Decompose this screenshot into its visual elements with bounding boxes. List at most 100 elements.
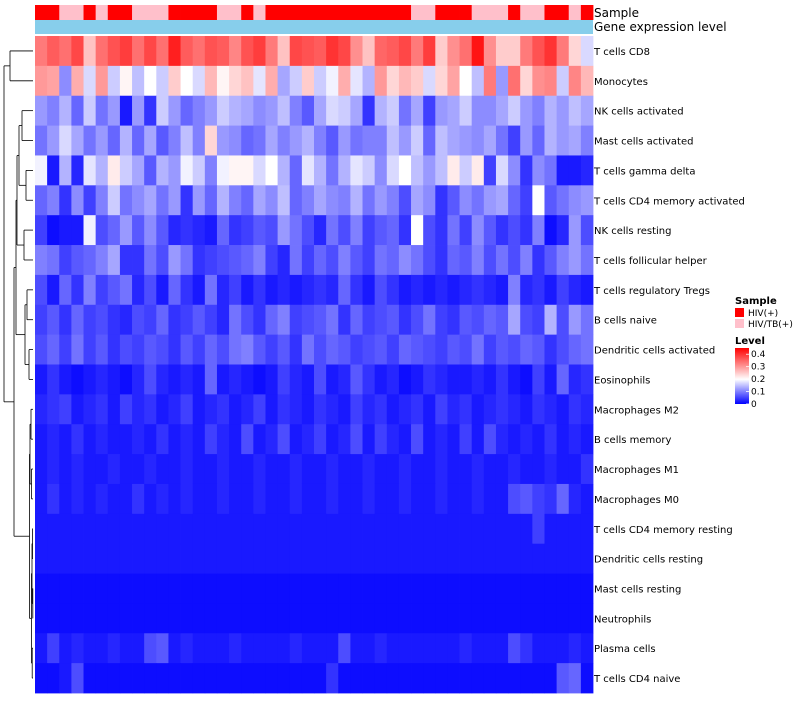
heatmap-cell [71,513,84,545]
heatmap-cell [119,155,133,186]
heatmap-cell [132,633,145,664]
heatmap-cell [59,603,72,634]
heatmap-cell [471,245,485,276]
heatmap-cell [241,543,254,574]
heatmap-cell [289,245,303,276]
heatmap-cell [556,334,570,365]
heatmap-cell [520,215,533,246]
heatmap-cell [95,424,109,455]
sample-annotation-cell [95,5,109,20]
heatmap-cell [71,245,84,276]
heatmap-cell [544,304,558,336]
heatmap-cell [229,483,242,515]
heatmap-cell [447,543,460,574]
row-label: Monocytes [594,77,648,88]
heatmap-cell [398,36,412,67]
heatmap-cell [35,185,48,216]
heatmap-cell [374,36,388,67]
heatmap-cell [132,274,145,306]
heatmap-cell [350,633,363,664]
heatmap-cell [520,394,533,425]
sample-annotation-cell [83,5,97,20]
heatmap-cell [459,65,473,97]
heatmap-cell [132,95,145,126]
heatmap-cell [423,185,436,216]
heatmap-cell [411,364,424,395]
heatmap-cell [71,573,84,604]
heatmap-cell [411,185,424,216]
heatmap-cell [386,65,400,97]
heatmap-cell [71,155,84,186]
heatmap-cell [386,95,400,126]
heatmap-cell [423,663,436,694]
heatmap-cell [265,483,279,515]
heatmap-cell [241,364,254,395]
heatmap-cell [532,483,545,515]
heatmap-cell [119,95,133,126]
heatmap-cell [71,603,84,634]
sample-annotation-cell [229,5,242,20]
heatmap-cell [580,245,594,276]
heatmap-cell [314,125,327,156]
sample-annotation-cell [180,5,194,20]
sample-annotation-cell [119,5,133,20]
heatmap-cell [144,364,157,395]
heatmap-cell [95,663,109,694]
heatmap-cell [289,603,303,634]
heatmap-cell [435,274,448,306]
heatmap-cell [204,185,218,216]
heatmap-cell [423,543,436,574]
row-label: T cells CD4 memory activated [593,196,745,207]
heatmap-cell [520,125,533,156]
heatmap-cell [132,155,145,186]
heatmap-cell [95,274,109,306]
heatmap-cell [411,274,424,306]
heatmap-cell [204,364,218,395]
heatmap-cell [447,304,460,336]
heatmap-cell [180,125,194,156]
heatmap-cell [350,454,363,485]
heatmap-cell [204,633,218,664]
heatmap-cell [471,304,485,336]
heatmap-cell [301,125,315,156]
heatmap-cell [168,36,181,67]
heatmap-cell [95,215,109,246]
heatmap-cell [192,304,206,336]
heatmap-cell [216,454,230,485]
heatmap-cell [241,245,254,276]
heatmap-cell [362,454,376,485]
heatmap-cell [435,663,448,694]
heatmap-cell [483,513,497,545]
heatmap-cell [580,663,594,694]
heatmap-cell [556,573,570,604]
heatmap-cell [580,274,594,306]
heatmap-cell [532,543,545,574]
heatmap-cell [47,603,60,634]
heatmap-cell [520,633,533,664]
heatmap-cell [386,543,400,574]
heatmap-cell [350,245,363,276]
heatmap-cell [326,245,339,276]
sample-annotation-cell [289,5,303,20]
heatmap-cell [398,454,412,485]
heatmap-cell [144,334,157,365]
heatmap-cell [289,364,303,395]
heatmap-cell [386,215,400,246]
heatmap-cell [556,95,570,126]
heatmap-cell [338,424,351,455]
heatmap-cell [277,65,291,97]
heatmap-cell [204,603,218,634]
legend-level-tick-label: 0.4 [751,350,766,360]
heatmap-cell [568,155,582,186]
heatmap-cell [483,185,497,216]
heatmap-cell [568,245,582,276]
heatmap-cell [241,454,254,485]
heatmap-cell [495,215,509,246]
heatmap-cell [338,364,351,395]
heatmap-cell [338,185,351,216]
heatmap-cell [411,394,424,425]
heatmap-cell [241,36,254,67]
heatmap-cell [338,125,351,156]
heatmap-cell [568,215,582,246]
heatmap-cell [544,603,558,634]
